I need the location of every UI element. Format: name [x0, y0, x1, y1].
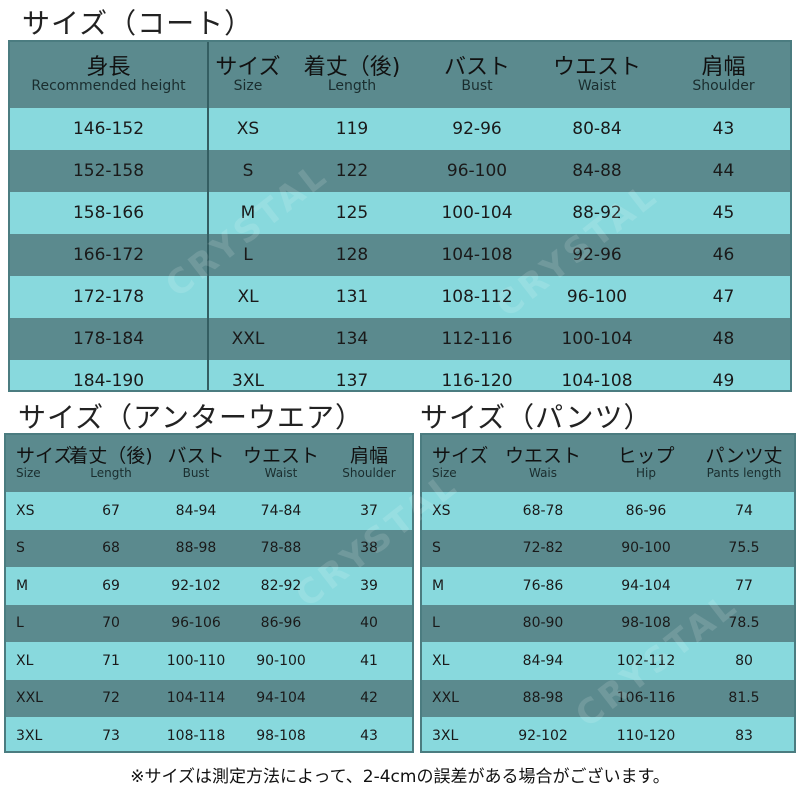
underwear-size-table: サイズ Size 着丈（後) Length バスト Bust ウエスト Waist 肩幅… [4, 433, 414, 753]
table-row: XXL 72 104-114 94-104 42 [6, 679, 412, 717]
table-row: 146-152 XS 119 92-96 80-84 43 [10, 108, 790, 150]
table-row: L 70 96-106 86-96 40 [6, 604, 412, 642]
coat-header-row: 身長 Recommended height サイズ Size 着丈（後) Length… [10, 42, 790, 108]
underwear-header-row: サイズ Size 着丈（後) Length バスト Bust ウエスト Waist 肩幅… [6, 435, 412, 492]
table-row: 3XL 92-102 110-120 83 [422, 717, 794, 751]
coat-header-waist: ウエスト Waist [552, 54, 641, 94]
underwear-section-title: サイズ（アンターウエア） [18, 401, 365, 434]
table-row: 3XL 73 108-118 98-108 43 [6, 717, 412, 751]
table-row: 152-158 S 122 96-100 84-88 44 [10, 150, 790, 192]
pants-header-size: サイズ Size [432, 444, 489, 480]
measurement-note: ※サイズは測定方法によって、2-4cmの誤差がある場合がございます。 [130, 767, 670, 787]
pants-header-hip: ヒップ Hip [617, 444, 675, 480]
pants-header-waist: ウエスト Wais [504, 444, 581, 480]
table-row: XS 67 84-94 74-84 37 [6, 492, 412, 530]
underwear-header-length: 着丈（後) Length [69, 444, 153, 480]
underwear-header-waist: ウエスト Waist [242, 444, 319, 480]
coat-header-bust: バスト Bust [443, 54, 510, 94]
coat-header-height: 身長 Recommended height [10, 42, 209, 108]
table-row: 184-190 3XL 137 116-120 104-108 49 [10, 360, 790, 390]
underwear-header-size: サイズ Size [16, 444, 73, 480]
table-row: 172-178 XL 131 108-112 96-100 47 [10, 276, 790, 318]
pants-header-pants-length: パンツ丈 Pants length [705, 444, 783, 480]
table-row: S 72-82 90-100 75.5 [422, 529, 794, 567]
coat-section-title: サイズ（コート） [22, 7, 254, 40]
table-row: M 69 92-102 82-92 39 [6, 567, 412, 605]
table-row: L 80-90 98-108 78.5 [422, 604, 794, 642]
table-row: XL 84-94 102-112 80 [422, 642, 794, 680]
table-row: S 68 88-98 78-88 38 [6, 529, 412, 567]
table-row: 178-184 XXL 134 112-116 100-104 48 [10, 318, 790, 360]
pants-size-table: サイズ Size ウエスト Wais ヒップ Hip パンツ丈 Pants length… [420, 433, 796, 753]
pants-section-title: サイズ（パンツ） [420, 401, 653, 434]
coat-header-shoulder: 肩幅 Shoulder [692, 54, 755, 94]
pants-header-row: サイズ Size ウエスト Wais ヒップ Hip パンツ丈 Pants length [422, 435, 794, 492]
table-row: XL 71 100-110 90-100 41 [6, 642, 412, 680]
coat-header-length: 着丈（後) Length [303, 54, 401, 94]
coat-header-size: サイズ Size [215, 54, 281, 94]
table-row: 166-172 L 128 104-108 92-96 46 [10, 234, 790, 276]
coat-size-table: 身長 Recommended height サイズ Size 着丈（後) Length… [8, 40, 792, 392]
underwear-header-bust: バスト Bust [167, 444, 225, 480]
table-row: XXL 88-98 106-116 81.5 [422, 679, 794, 717]
table-row: M 76-86 94-104 77 [422, 567, 794, 605]
table-row: XS 68-78 86-96 74 [422, 492, 794, 530]
table-row: 158-166 M 125 100-104 88-92 45 [10, 192, 790, 234]
underwear-header-shoulder: 肩幅 Shoulder [342, 444, 396, 480]
